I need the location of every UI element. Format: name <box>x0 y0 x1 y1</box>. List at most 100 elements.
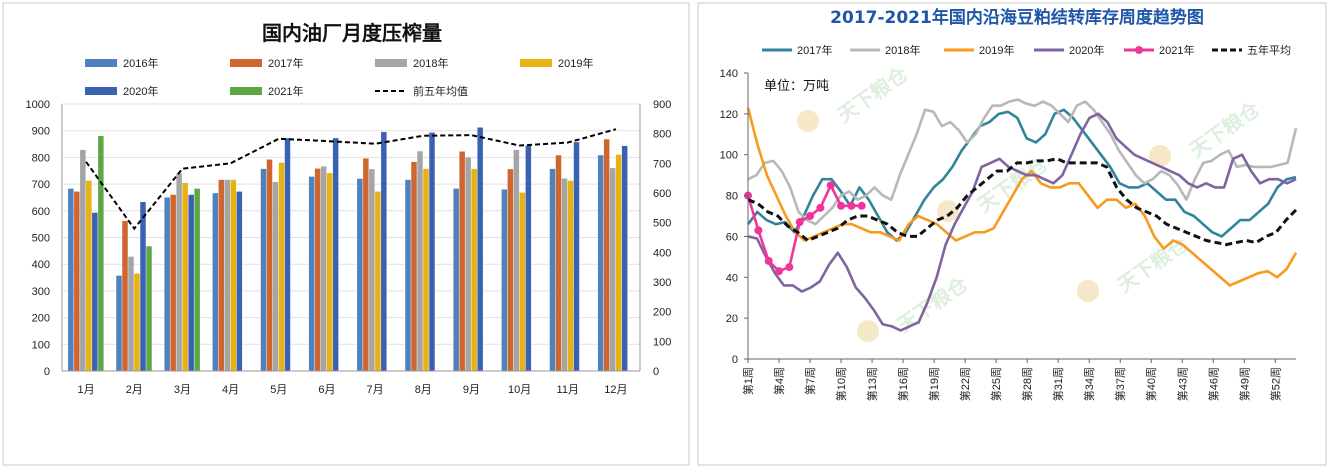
bar <box>525 145 532 371</box>
bar <box>567 180 574 371</box>
bar <box>230 179 237 371</box>
x-tick-label: 6月 <box>318 384 335 396</box>
watermark-icon <box>797 110 819 132</box>
bar <box>501 189 508 371</box>
x-tick-label: 第13周 <box>865 367 879 401</box>
bar <box>453 188 459 371</box>
y2-tick-label: 300 <box>653 277 671 289</box>
average-line <box>85 128 617 231</box>
bar <box>170 194 176 371</box>
x-tick-label: 5月 <box>270 384 287 396</box>
bar <box>609 168 616 371</box>
legend-swatch <box>520 59 552 67</box>
legend-swatch <box>375 59 407 67</box>
legend-swatch <box>230 59 262 67</box>
x-tick-label: 第7周 <box>803 367 817 395</box>
bar <box>194 188 200 371</box>
y2-tick-label: 500 <box>653 218 671 230</box>
bar <box>314 168 321 371</box>
legend-label: 2017年 <box>797 43 832 57</box>
bar <box>459 151 465 371</box>
x-tick-label: 11月 <box>557 384 579 396</box>
series-point <box>754 226 763 235</box>
bar <box>176 173 182 371</box>
legend-swatch <box>85 59 117 67</box>
bar <box>615 154 622 371</box>
left-chart: 国内油厂月度压榨量 2016年 2017年 2018年 2019年 2020年 2021年… <box>26 21 672 396</box>
right-axes: 0 20 40 60 80 100 120 140 第1周 第4周 第7周 第10周 第13周 第16周 第… <box>720 68 1296 401</box>
right-chart-title: 2017-2021年国内沿海豆粕结转库存周度趋势图 <box>830 7 1204 28</box>
left-chart-title: 国内油厂月度压榨量 <box>262 21 442 45</box>
series-line <box>747 98 1298 226</box>
bar <box>320 166 327 371</box>
y-tick-label: 400 <box>32 259 50 271</box>
y-tick-label: 1000 <box>26 99 50 111</box>
x-tick-label: 第22周 <box>958 367 972 401</box>
bar <box>477 127 483 371</box>
bar <box>513 149 520 371</box>
bar <box>326 173 333 371</box>
y2-tick-label: 0 <box>653 366 659 378</box>
bar <box>140 201 146 371</box>
bar <box>549 168 556 371</box>
bar <box>507 169 514 371</box>
bar <box>224 179 231 371</box>
legend-label: 2021年 <box>1159 43 1194 57</box>
watermark-icon <box>1077 280 1099 302</box>
legend-label: 2021年 <box>268 84 303 98</box>
y2-tick-label: 400 <box>653 247 671 259</box>
y-tick-label: 800 <box>32 152 50 164</box>
y-tick-label: 20 <box>726 313 738 325</box>
bar <box>411 161 417 371</box>
x-tick-label: 4月 <box>222 384 239 396</box>
x-tick-label: 第46周 <box>1206 367 1220 401</box>
y2-tick-label: 200 <box>653 307 671 319</box>
bar <box>417 151 423 371</box>
bar <box>116 275 122 371</box>
left-bars <box>68 127 628 371</box>
series-point <box>785 263 794 272</box>
bar <box>363 158 369 371</box>
bar <box>188 194 194 371</box>
bar <box>429 132 435 371</box>
y2-tick-label: 700 <box>653 158 671 170</box>
bar <box>164 197 170 371</box>
y-tick-label: 80 <box>726 191 738 203</box>
bar <box>357 178 363 371</box>
bar <box>375 191 381 371</box>
series-point <box>826 181 835 190</box>
x-tick-label: 第31周 <box>1051 367 1065 401</box>
bar <box>284 138 291 371</box>
bar <box>471 168 477 371</box>
legend-label: 2016年 <box>123 56 158 70</box>
bar <box>80 149 86 371</box>
bar <box>68 188 74 371</box>
x-tick-label: 1月 <box>78 384 95 396</box>
bar <box>74 191 80 371</box>
series-line <box>747 157 1298 247</box>
series-line <box>746 108 1297 242</box>
y-tick-label: 60 <box>726 231 738 243</box>
legend-label: 五年平均 <box>1247 43 1291 57</box>
bar <box>128 256 134 371</box>
x-tick-label: 10月 <box>508 384 531 396</box>
series-point <box>857 201 866 210</box>
series-line <box>746 107 1298 287</box>
bar <box>236 191 243 371</box>
bar <box>272 181 279 371</box>
bar <box>369 169 375 371</box>
series-point <box>775 267 784 276</box>
bar <box>519 192 526 371</box>
x-tick-label: 第37周 <box>1113 367 1127 401</box>
x-tick-label: 9月 <box>463 384 480 396</box>
y-tick-label: 200 <box>32 313 50 325</box>
bar <box>98 136 104 371</box>
bar <box>92 212 98 371</box>
legend-label: 2017年 <box>268 56 303 70</box>
series-point <box>847 201 856 210</box>
y-tick-label: 500 <box>32 233 50 245</box>
legend-label: 2018年 <box>885 43 920 57</box>
x-tick-label: 第28周 <box>1020 367 1034 401</box>
series-line <box>747 112 1297 332</box>
